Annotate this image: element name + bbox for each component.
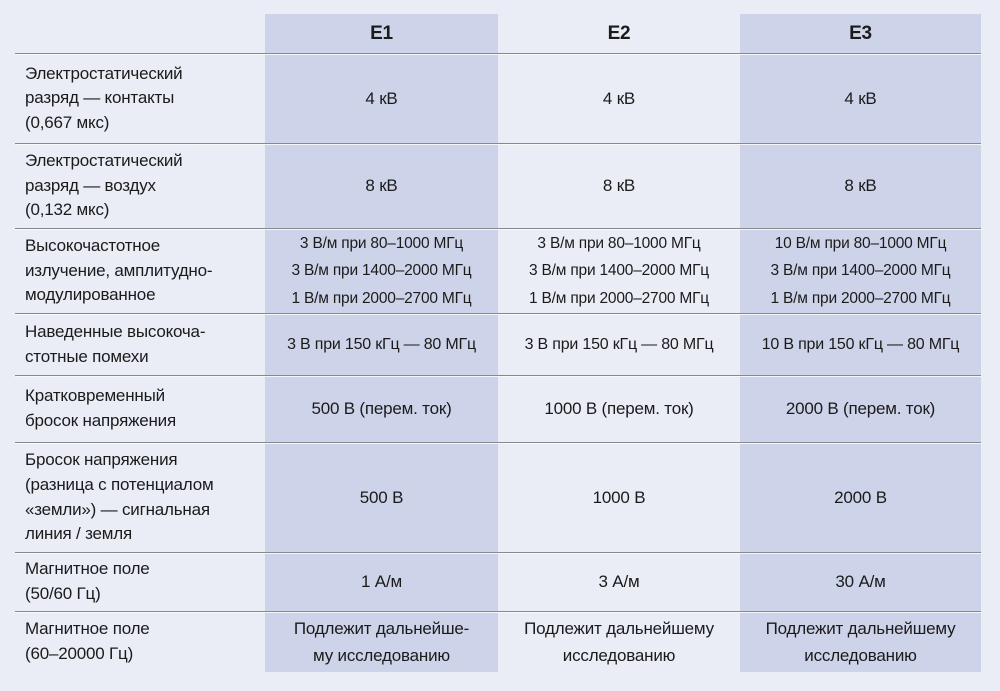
row-label: Электростатический разряд — контакты (0,… <box>15 54 265 143</box>
cell-e3: 2000 В (перем. ток) <box>740 376 981 442</box>
cell-e2: 4 кВ <box>498 54 740 143</box>
row-label: Магнитное поле (50/60 Гц) <box>15 553 265 611</box>
row-label: Высокочастотное излучение, амплитудно- м… <box>15 229 265 313</box>
cell-e3: 2000 В <box>740 443 981 552</box>
cell-e3: 10 В при 150 кГц — 80 МГц <box>740 314 981 375</box>
column-header-e1: E1 <box>265 14 498 53</box>
cell-e1: 1 А/м <box>265 553 498 611</box>
row-label: Бросок напряжения (разница с потенциалом… <box>15 443 265 552</box>
cell-e2: 1000 В <box>498 443 740 552</box>
cell-e2: 1000 В (перем. ток) <box>498 376 740 442</box>
row-label: Электростатический разряд — воздух (0,13… <box>15 144 265 228</box>
cell-e3: 30 А/м <box>740 553 981 611</box>
table-row-magnetic-6020000: Магнитное поле (60–20000 Гц) Подлежит да… <box>15 611 981 672</box>
column-header-e2: E2 <box>607 22 631 44</box>
cell-e2: 8 кВ <box>498 144 740 228</box>
cell-e1: Подлежит дальнейше- му исследованию <box>265 612 498 672</box>
cell-e3: 4 кВ <box>740 54 981 143</box>
row-label: Магнитное поле (60–20000 Гц) <box>15 612 265 672</box>
row-label: Наведенные высокоча- стотные помехи <box>15 314 265 375</box>
table-row-rf-radiated: Высокочастотное излучение, амплитудно- м… <box>15 228 981 313</box>
table-row-burst: Кратковременный бросок напряжения 500 В … <box>15 375 981 442</box>
cell-e1: 3 В при 150 кГц — 80 МГц <box>265 314 498 375</box>
cell-e2: 3 В при 150 кГц — 80 МГц <box>498 314 740 375</box>
row-label: Кратковременный бросок напряжения <box>15 376 265 442</box>
cell-e2: 3 А/м <box>498 553 740 611</box>
table-header-row: E1 E2 E3 <box>15 14 981 53</box>
cell-e1: 4 кВ <box>265 54 498 143</box>
cell-e1: 500 В (перем. ток) <box>265 376 498 442</box>
cell-e1: 500 В <box>265 443 498 552</box>
column-header-e3: E3 <box>740 14 981 53</box>
cell-e1: 8 кВ <box>265 144 498 228</box>
cell-e3: 10 В/м при 80–1000 МГц 3 В/м при 1400–20… <box>740 229 981 313</box>
cell-e3: 8 кВ <box>740 144 981 228</box>
table-row-esd-air: Электростатический разряд — воздух (0,13… <box>15 143 981 228</box>
cell-e3: Подлежит дальнейшему исследованию <box>740 612 981 672</box>
cell-e2: 3 В/м при 80–1000 МГц 3 В/м при 1400–200… <box>498 229 740 313</box>
table-row-magnetic-5060: Магнитное поле (50/60 Гц) 1 А/м 3 А/м 30… <box>15 552 981 611</box>
table-row-esd-contact: Электростатический разряд — контакты (0,… <box>15 53 981 143</box>
column-header-empty <box>15 14 265 53</box>
cell-e1: 3 В/м при 80–1000 МГц 3 В/м при 1400–200… <box>265 229 498 313</box>
table-row-rf-conducted: Наведенные высокоча- стотные помехи 3 В … <box>15 313 981 375</box>
cell-e2: Подлежит дальнейшему исследованию <box>498 612 740 672</box>
table-row-surge: Бросок напряжения (разница с потенциалом… <box>15 442 981 552</box>
emc-levels-table: E1 E2 E3 Электростатический разряд — кон… <box>15 14 981 672</box>
